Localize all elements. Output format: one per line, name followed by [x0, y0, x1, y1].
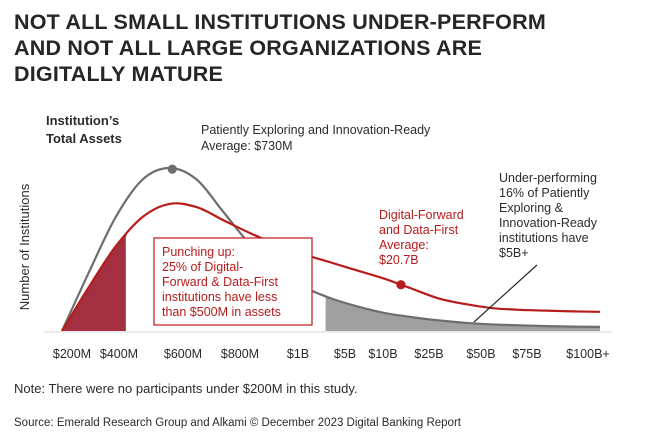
red-average-label-line-1: Digital-Forward: [379, 208, 464, 222]
title-line-3: DIGITALLY MATURE: [14, 62, 224, 86]
title-line-1: NOT ALL SMALL INSTITUTIONS UNDER-PERFORM: [14, 10, 546, 34]
punch-label-line-4: institutions have less: [162, 290, 277, 304]
red-average-label-line-3: Average:: [379, 238, 429, 252]
punch-label-line-3: Forward & Data-First: [162, 275, 279, 289]
punch-label-line-5: than $500M in assets: [162, 305, 281, 319]
red-average-label: Digital-Forward and Data-First Average: …: [379, 208, 464, 267]
x-tick-labels: $200M $400M $600M $800M $1B $5B $10B $25B $50B $7…: [53, 347, 610, 361]
title-line-2: AND NOT ALL LARGE ORGANIZATIONS ARE: [14, 36, 483, 60]
under-label-line-6: $5B+: [499, 246, 529, 260]
gray-average-label-line-1: Patiently Exploring and Innovation-Ready: [201, 123, 431, 137]
punching-up-callout: Punching up: 25% of Digital- Forward & D…: [153, 237, 313, 326]
chart-title: NOT ALL SMALL INSTITUTIONS UNDER-PERFORM…: [14, 9, 634, 87]
x-tick-label: $10B: [368, 347, 397, 361]
punch-label-line-1: Punching up:: [162, 245, 235, 259]
series-line-patiently-exploring: [61, 166, 601, 332]
x-tick-label: $800M: [221, 347, 259, 361]
red-average-label-line-2: and Data-First: [379, 223, 459, 237]
series-line-digital-forward: [61, 202, 601, 332]
x-tick-label: $5B: [334, 347, 356, 361]
gray-average-marker: [167, 164, 177, 174]
x-tick-label: $25B: [414, 347, 443, 361]
x-axis-title-line-1: Institution’s: [46, 113, 119, 128]
red-shaded-region: [62, 234, 127, 331]
under-label-line-3: Exploring &: [499, 201, 564, 215]
x-tick-label: $50B: [466, 347, 495, 361]
red-average-label-line-4: $20.7B: [379, 253, 419, 267]
under-label-line-1: Under-performing: [499, 171, 597, 185]
under-label-line-4: Innovation-Ready: [499, 216, 598, 230]
y-axis-title: Number of Institutions: [17, 183, 32, 310]
under-label-line-5: institutions have: [499, 231, 589, 245]
x-tick-label: $1B: [287, 347, 309, 361]
red-average-marker: [396, 280, 406, 290]
x-tick-label: $600M: [164, 347, 202, 361]
x-tick-label: $200M: [53, 347, 91, 361]
source-line: Source: Emerald Research Group and Alkam…: [14, 417, 461, 429]
under-performing-label: Under-performing 16% of Patiently Explor…: [499, 171, 598, 260]
under-label-line-2: 16% of Patiently: [499, 186, 590, 200]
punch-label-line-2: 25% of Digital-: [162, 260, 243, 274]
plot-area: [61, 164, 601, 332]
x-axis-title-line-2: Total Assets: [46, 131, 122, 146]
gray-shaded-region: [325, 296, 600, 331]
x-tick-label: $400M: [100, 347, 138, 361]
footnote: Note: There were no participants under $…: [14, 381, 358, 396]
under-performing-pointer: [473, 264, 538, 323]
gray-average-label-line-2: Average: $730M: [201, 139, 293, 153]
punching-up-box: [153, 237, 313, 326]
x-tick-label: $75B: [512, 347, 541, 361]
x-tick-label: $100B+: [566, 347, 609, 361]
